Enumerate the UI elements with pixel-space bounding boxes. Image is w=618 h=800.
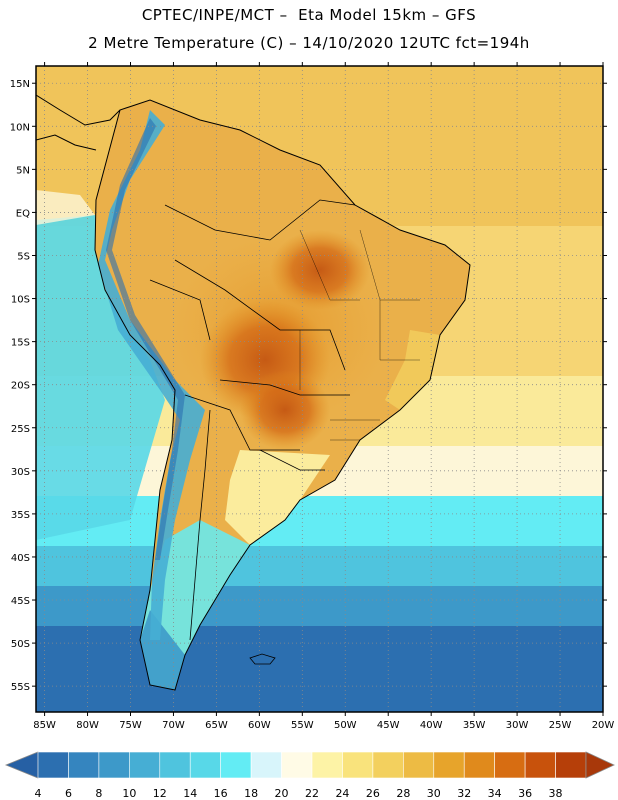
colorbar-label: 16 [214,787,228,800]
colorbar-label: 32 [457,787,471,800]
lat-tick-label: 25S [11,424,30,435]
colorbar-swatch [372,751,404,779]
colorbar-swatch [98,751,130,779]
lat-tick-label: 15S [11,338,30,349]
colorbar-label: 30 [427,787,441,800]
colorbar-label: 38 [549,787,563,800]
chart-title-line1: CPTEC/INPE/MCT – Eta Model 15km – GFS [141,6,477,24]
colorbar-over-arrow [585,751,615,779]
falkland-islands [249,653,276,665]
colorbar-swatch [129,751,161,779]
lon-tick-label: 65W [205,720,228,731]
colorbar-swatch [68,751,100,779]
colorbar-label: 24 [335,787,349,800]
colorbar-label: 26 [366,787,380,800]
colorbar-label: 28 [396,787,410,800]
lat-tick-label: 55S [11,682,30,693]
lon-tick-label: 75W [119,720,142,731]
lon-tick-label: 80W [76,720,99,731]
colorbar-swatch [311,751,343,779]
colorbar-label: 8 [95,787,102,800]
map-frame [35,65,604,713]
lat-tick-label: EQ [16,208,30,219]
ocean-band-cold4 [36,626,603,712]
colorbar-label: 4 [35,787,42,800]
colorbar-swatch [37,751,69,779]
lon-tick-label: 50W [334,720,357,731]
lon-tick-label: 85W [33,720,56,731]
hot-zone-core-3 [270,230,370,310]
state-borders [299,229,420,441]
ocean-band-cold3 [36,586,603,626]
colorbar-swatch [281,751,313,779]
map-field [36,66,603,712]
colorbar-label: 6 [65,787,72,800]
colorbar-label: 10 [122,787,136,800]
colorbar-swatch [555,751,587,779]
colorbar-swatch [463,751,495,779]
lon-tick-label: 30W [506,720,529,731]
lat-tick-label: 35S [11,510,30,521]
lon-tick-label: 45W [377,720,400,731]
map-axes: 15N 10N 5N EQ 5S 10S 15S 20S 25S 30S 35S 40S 45S 50S 5… [10,62,615,731]
colorbar-swatch [433,751,465,779]
lat-tick-label: 50S [11,639,30,650]
colorbar-label: 20 [275,787,289,800]
central-america-coast [36,94,121,151]
pampas-mild [225,450,330,545]
colorbar-label: 12 [153,787,167,800]
colorbar-swatch [494,751,526,779]
chart-title-line2: 2 Metre Temperature (C) – 14/10/2020 12U… [88,34,530,52]
pacific-cold-tongue [36,215,165,540]
andes-cold-spine [98,110,205,640]
coastline [94,99,471,691]
lon-tick-label: 35W [463,720,486,731]
colorbar-label: 34 [488,787,502,800]
hot-zone-core-2 [240,370,330,450]
colorbar-swatch [159,751,191,779]
colorbar-swatch [220,751,252,779]
colorbar-label: 36 [518,787,532,800]
lon-tick-label: 20W [592,720,615,731]
lat-tick-label: 30S [11,467,30,478]
lon-tick-label: 60W [248,720,271,731]
lat-tick-label: 20S [11,381,30,392]
lat-tick-label: 45S [11,596,30,607]
lat-tick-label: 5S [17,251,30,262]
lat-tick-label: 5N [16,165,30,176]
lon-tick-label: 70W [162,720,185,731]
colorbar-swatch [524,751,556,779]
colorbar-swatch [189,751,221,779]
lat-tick-label: 10N [10,122,30,133]
lon-tick-label: 55W [291,720,314,731]
lon-tick-label: 40W [420,720,443,731]
colorbar-label: 22 [305,787,319,800]
lat-tick-label: 15N [10,79,30,90]
pacific-cool-band [36,190,95,225]
colorbar: 4 6 8 10 12 14 16 18 20 22 24 26 28 30 32 34 36 38 [4,751,615,800]
lat-tick-label: 40S [11,553,30,564]
colorbar-swatch [250,751,282,779]
lat-tick-label: 10S [11,295,30,306]
graticule [36,66,603,712]
andes-peaks [106,118,185,560]
country-borders [149,199,356,641]
colorbar-swatch [403,751,435,779]
lon-tick-label: 25W [549,720,572,731]
colorbar-label: 14 [183,787,197,800]
colorbar-under-arrow [4,751,39,779]
colorbar-label: 18 [244,787,258,800]
east-coast-mild [385,330,440,410]
colorbar-swatch [342,751,374,779]
ocean-band-cold2 [36,546,603,586]
